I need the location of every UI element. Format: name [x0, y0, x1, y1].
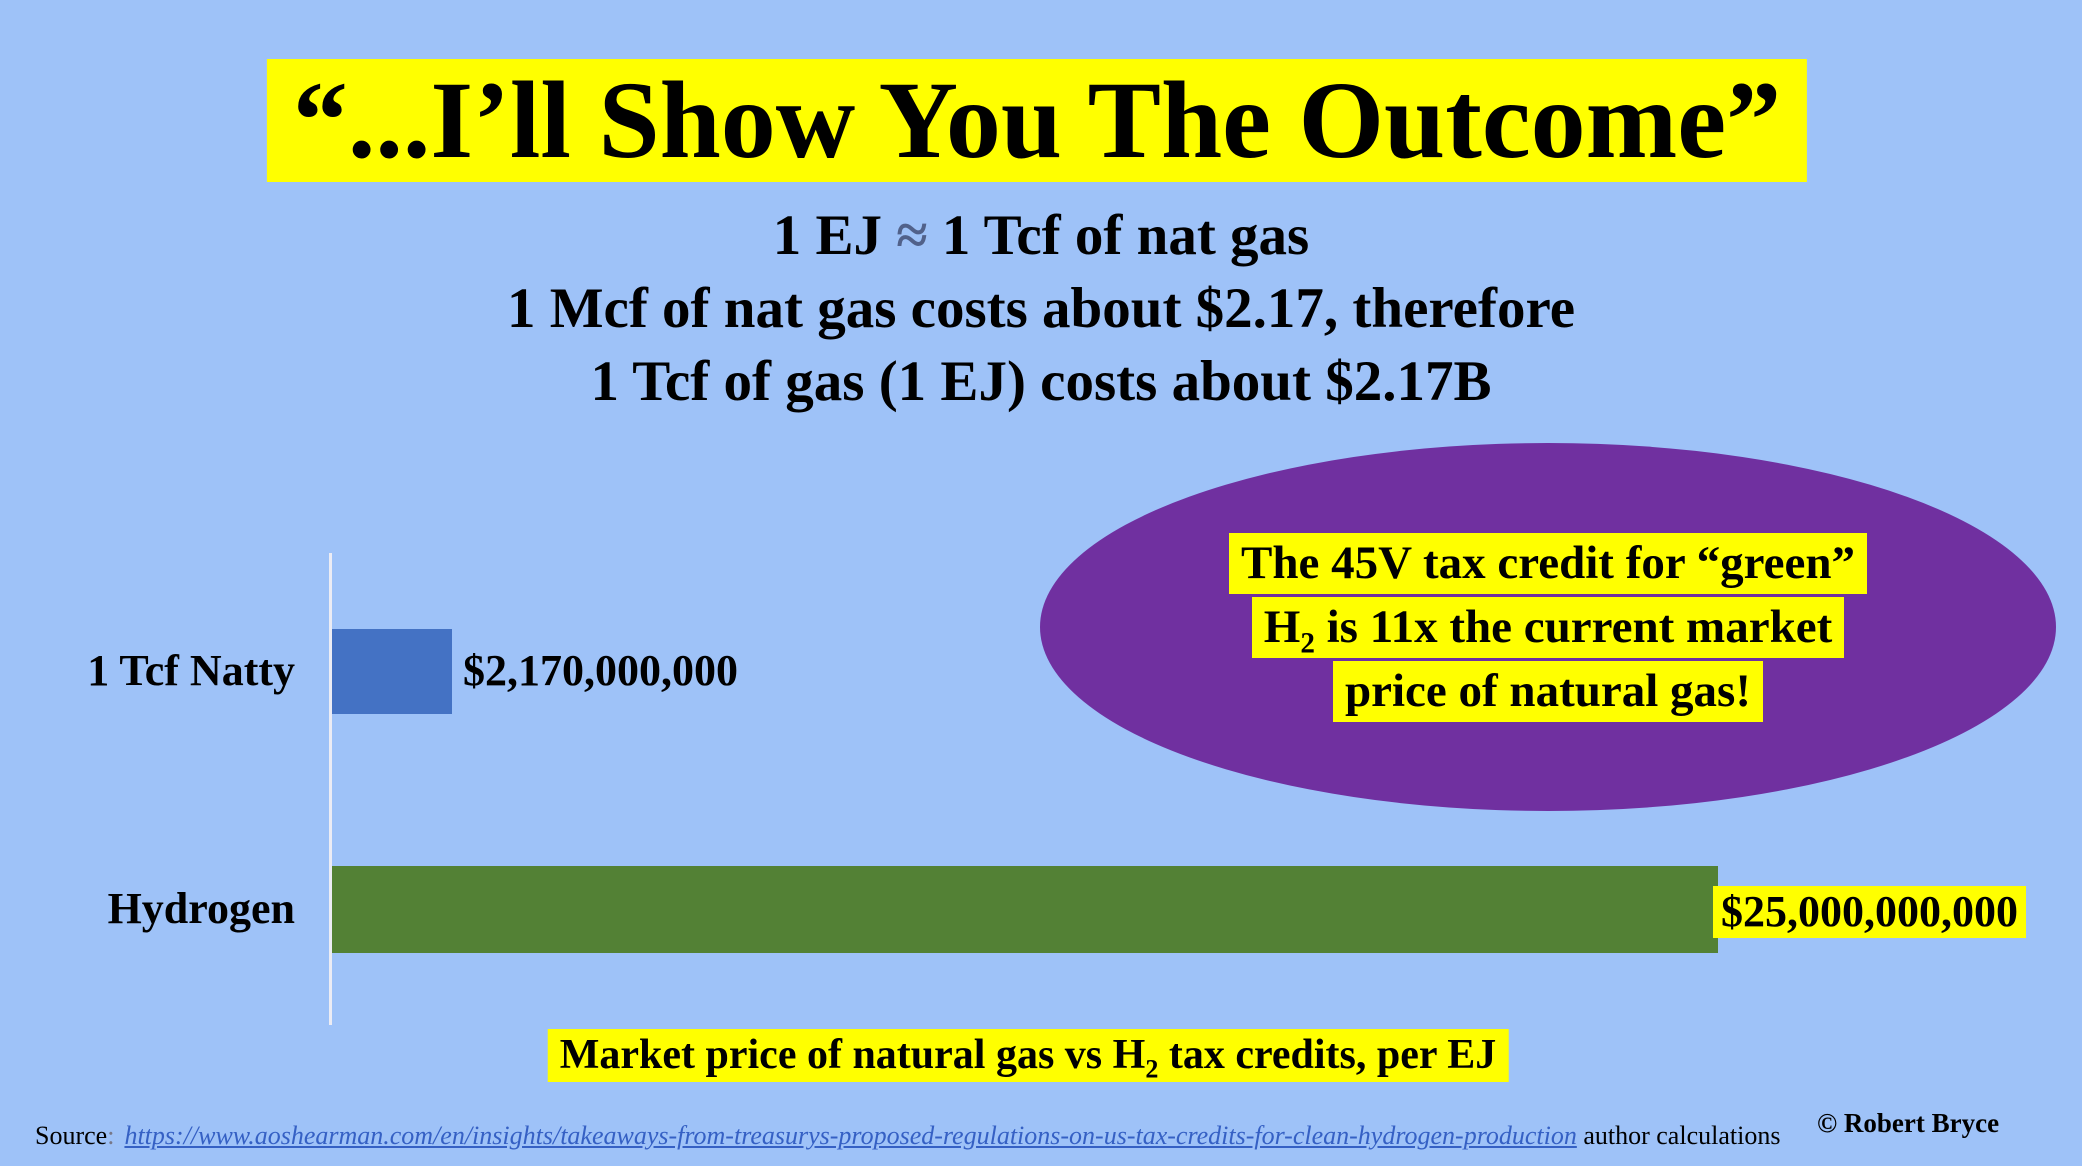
- subtitle-line1-pre: 1 EJ: [772, 204, 897, 267]
- slide-title: “...I’ll Show You The Outcome”: [266, 59, 1808, 182]
- category-label-natty: 1 Tcf Natty: [87, 646, 295, 695]
- chart-axis-line: [329, 553, 332, 1025]
- callout-ellipse: The 45V tax credit for “green” H2 is 11x…: [1040, 443, 2056, 811]
- value-label-hydrogen: $25,000,000,000: [1713, 886, 2026, 938]
- copyright-notice: © Robert Bryce: [1817, 1108, 2000, 1138]
- subtitle-line1-post: 1 Tcf of nat gas: [927, 204, 1310, 267]
- source-colon: :: [107, 1121, 115, 1150]
- caption-pre: Market price of natural gas vs H: [559, 1032, 1146, 1078]
- callout-line2-pre: H: [1263, 600, 1301, 653]
- callout-line-3: price of natural gas!: [1333, 660, 1763, 722]
- source-label: Source: [35, 1121, 108, 1150]
- approx-symbol: ≈: [896, 204, 928, 267]
- subtitle-block: 1 EJ ≈ 1 Tcf of nat gas 1 Mcf of nat gas…: [0, 199, 2082, 418]
- source-line: Source: https://www.aoshearman.com/en/ins…: [35, 1121, 1780, 1151]
- value-label-natty: $2,170,000,000: [463, 646, 738, 695]
- source-suffix: author calculations: [1576, 1121, 1781, 1150]
- caption-post: tax credits, per EJ: [1158, 1032, 1497, 1078]
- chart-caption: Market price of natural gas vs H2 tax cr…: [547, 1029, 1509, 1084]
- category-label-hydrogen: Hydrogen: [107, 884, 295, 933]
- caption-subscript: 2: [1145, 1054, 1159, 1084]
- callout-line2-post: is 11x the current market: [1314, 600, 1833, 653]
- callout-line-2: H2 is 11x the current market: [1251, 596, 1845, 659]
- subtitle-line-3: 1 Tcf of gas (1 EJ) costs about $2.17B: [590, 350, 1492, 413]
- bar-hydrogen: [332, 866, 1718, 953]
- subtitle-line-2: 1 Mcf of nat gas costs about $2.17, ther…: [506, 277, 1576, 340]
- chart-caption-wrap: Market price of natural gas vs H2 tax cr…: [547, 1029, 1509, 1084]
- callout-line2-subscript: 2: [1300, 626, 1315, 659]
- callout-line-1: The 45V tax credit for “green”: [1229, 532, 1867, 594]
- source-url-link[interactable]: https://www.aoshearman.com/en/insights/t…: [124, 1121, 1577, 1150]
- subtitle-line-1: 1 EJ ≈ 1 Tcf of nat gas: [0, 199, 2082, 272]
- bar-natural-gas: [332, 629, 452, 714]
